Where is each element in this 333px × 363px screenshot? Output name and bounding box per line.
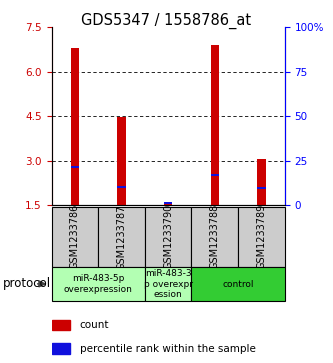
Bar <box>210 174 219 176</box>
Bar <box>257 187 266 189</box>
Bar <box>238 207 285 267</box>
Text: count: count <box>80 320 109 330</box>
Bar <box>191 207 238 267</box>
Bar <box>98 207 145 267</box>
Bar <box>257 159 266 205</box>
Bar <box>71 166 79 168</box>
Bar <box>145 267 191 301</box>
Bar <box>117 186 126 188</box>
Bar <box>145 207 191 267</box>
Bar <box>52 343 70 354</box>
Bar <box>117 117 126 205</box>
Bar <box>191 267 285 301</box>
Bar <box>164 202 172 204</box>
Bar <box>71 48 79 205</box>
Text: GSM1233790: GSM1233790 <box>163 204 173 269</box>
Text: protocol: protocol <box>3 277 52 290</box>
Bar <box>52 320 70 330</box>
Text: miR-483-3
p overexpr
ession: miR-483-3 p overexpr ession <box>144 269 193 299</box>
Text: GSM1233789: GSM1233789 <box>256 204 266 269</box>
Text: GSM1233786: GSM1233786 <box>70 204 80 269</box>
Text: control: control <box>222 280 254 289</box>
Text: miR-483-5p
overexpression: miR-483-5p overexpression <box>64 274 133 294</box>
Bar <box>164 204 172 205</box>
Bar <box>210 45 219 205</box>
Bar <box>52 267 145 301</box>
Text: GDS5347 / 1558786_at: GDS5347 / 1558786_at <box>82 13 251 29</box>
Text: GSM1233788: GSM1233788 <box>210 204 220 269</box>
Text: GSM1233787: GSM1233787 <box>117 204 127 270</box>
Text: percentile rank within the sample: percentile rank within the sample <box>80 343 255 354</box>
Bar <box>52 207 98 267</box>
